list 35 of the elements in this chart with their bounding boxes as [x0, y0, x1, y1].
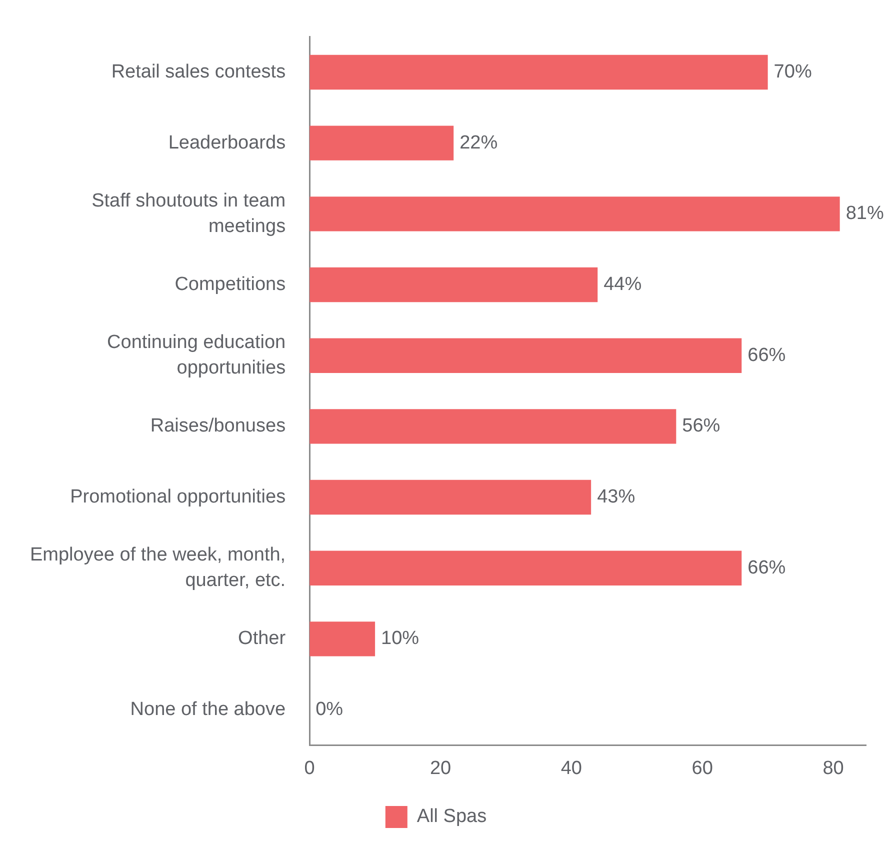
x-tick-label: 80	[822, 758, 844, 779]
bar	[310, 196, 840, 232]
data-label: 43%	[597, 486, 636, 508]
data-label: 0%	[316, 699, 344, 720]
y-tick-label: Staff shoutouts in team meetings	[92, 190, 286, 237]
y-tick-label: Other	[238, 628, 286, 650]
bar	[310, 550, 742, 586]
data-label: 70%	[774, 61, 812, 82]
data-label: 66%	[748, 557, 786, 578]
data-label: 44%	[604, 274, 642, 295]
y-tick-label: Raises/bonuses	[150, 416, 286, 437]
bar	[310, 480, 592, 515]
x-tick-label: 0	[304, 758, 315, 779]
y-tick-label: Continuing education opportunities	[107, 332, 286, 379]
x-tick-label: 40	[560, 758, 582, 779]
bar	[310, 409, 676, 444]
legend-label: All Spas	[416, 806, 487, 828]
x-tick-label: 20	[430, 758, 452, 779]
y-tick-label: Leaderboards	[168, 132, 286, 154]
y-tick-label: Employee of the week, month, quarter, etc.	[30, 544, 286, 592]
y-tick-label: None of the above	[130, 699, 286, 720]
data-label: 81%	[846, 203, 884, 224]
y-tick-label: Promotional opportunities	[70, 486, 286, 508]
data-label: 10%	[381, 628, 420, 650]
x-tick-label: 60	[692, 758, 713, 779]
bar	[310, 54, 768, 90]
data-label: 66%	[748, 344, 786, 366]
y-tick-label: Retail sales contests	[111, 61, 286, 82]
bar	[310, 267, 598, 302]
data-label: 22%	[460, 132, 498, 154]
bar	[310, 622, 376, 656]
data-label: 56%	[682, 416, 720, 437]
bar	[310, 126, 454, 160]
y-tick-label: Competitions	[174, 274, 286, 295]
bar	[310, 338, 742, 373]
